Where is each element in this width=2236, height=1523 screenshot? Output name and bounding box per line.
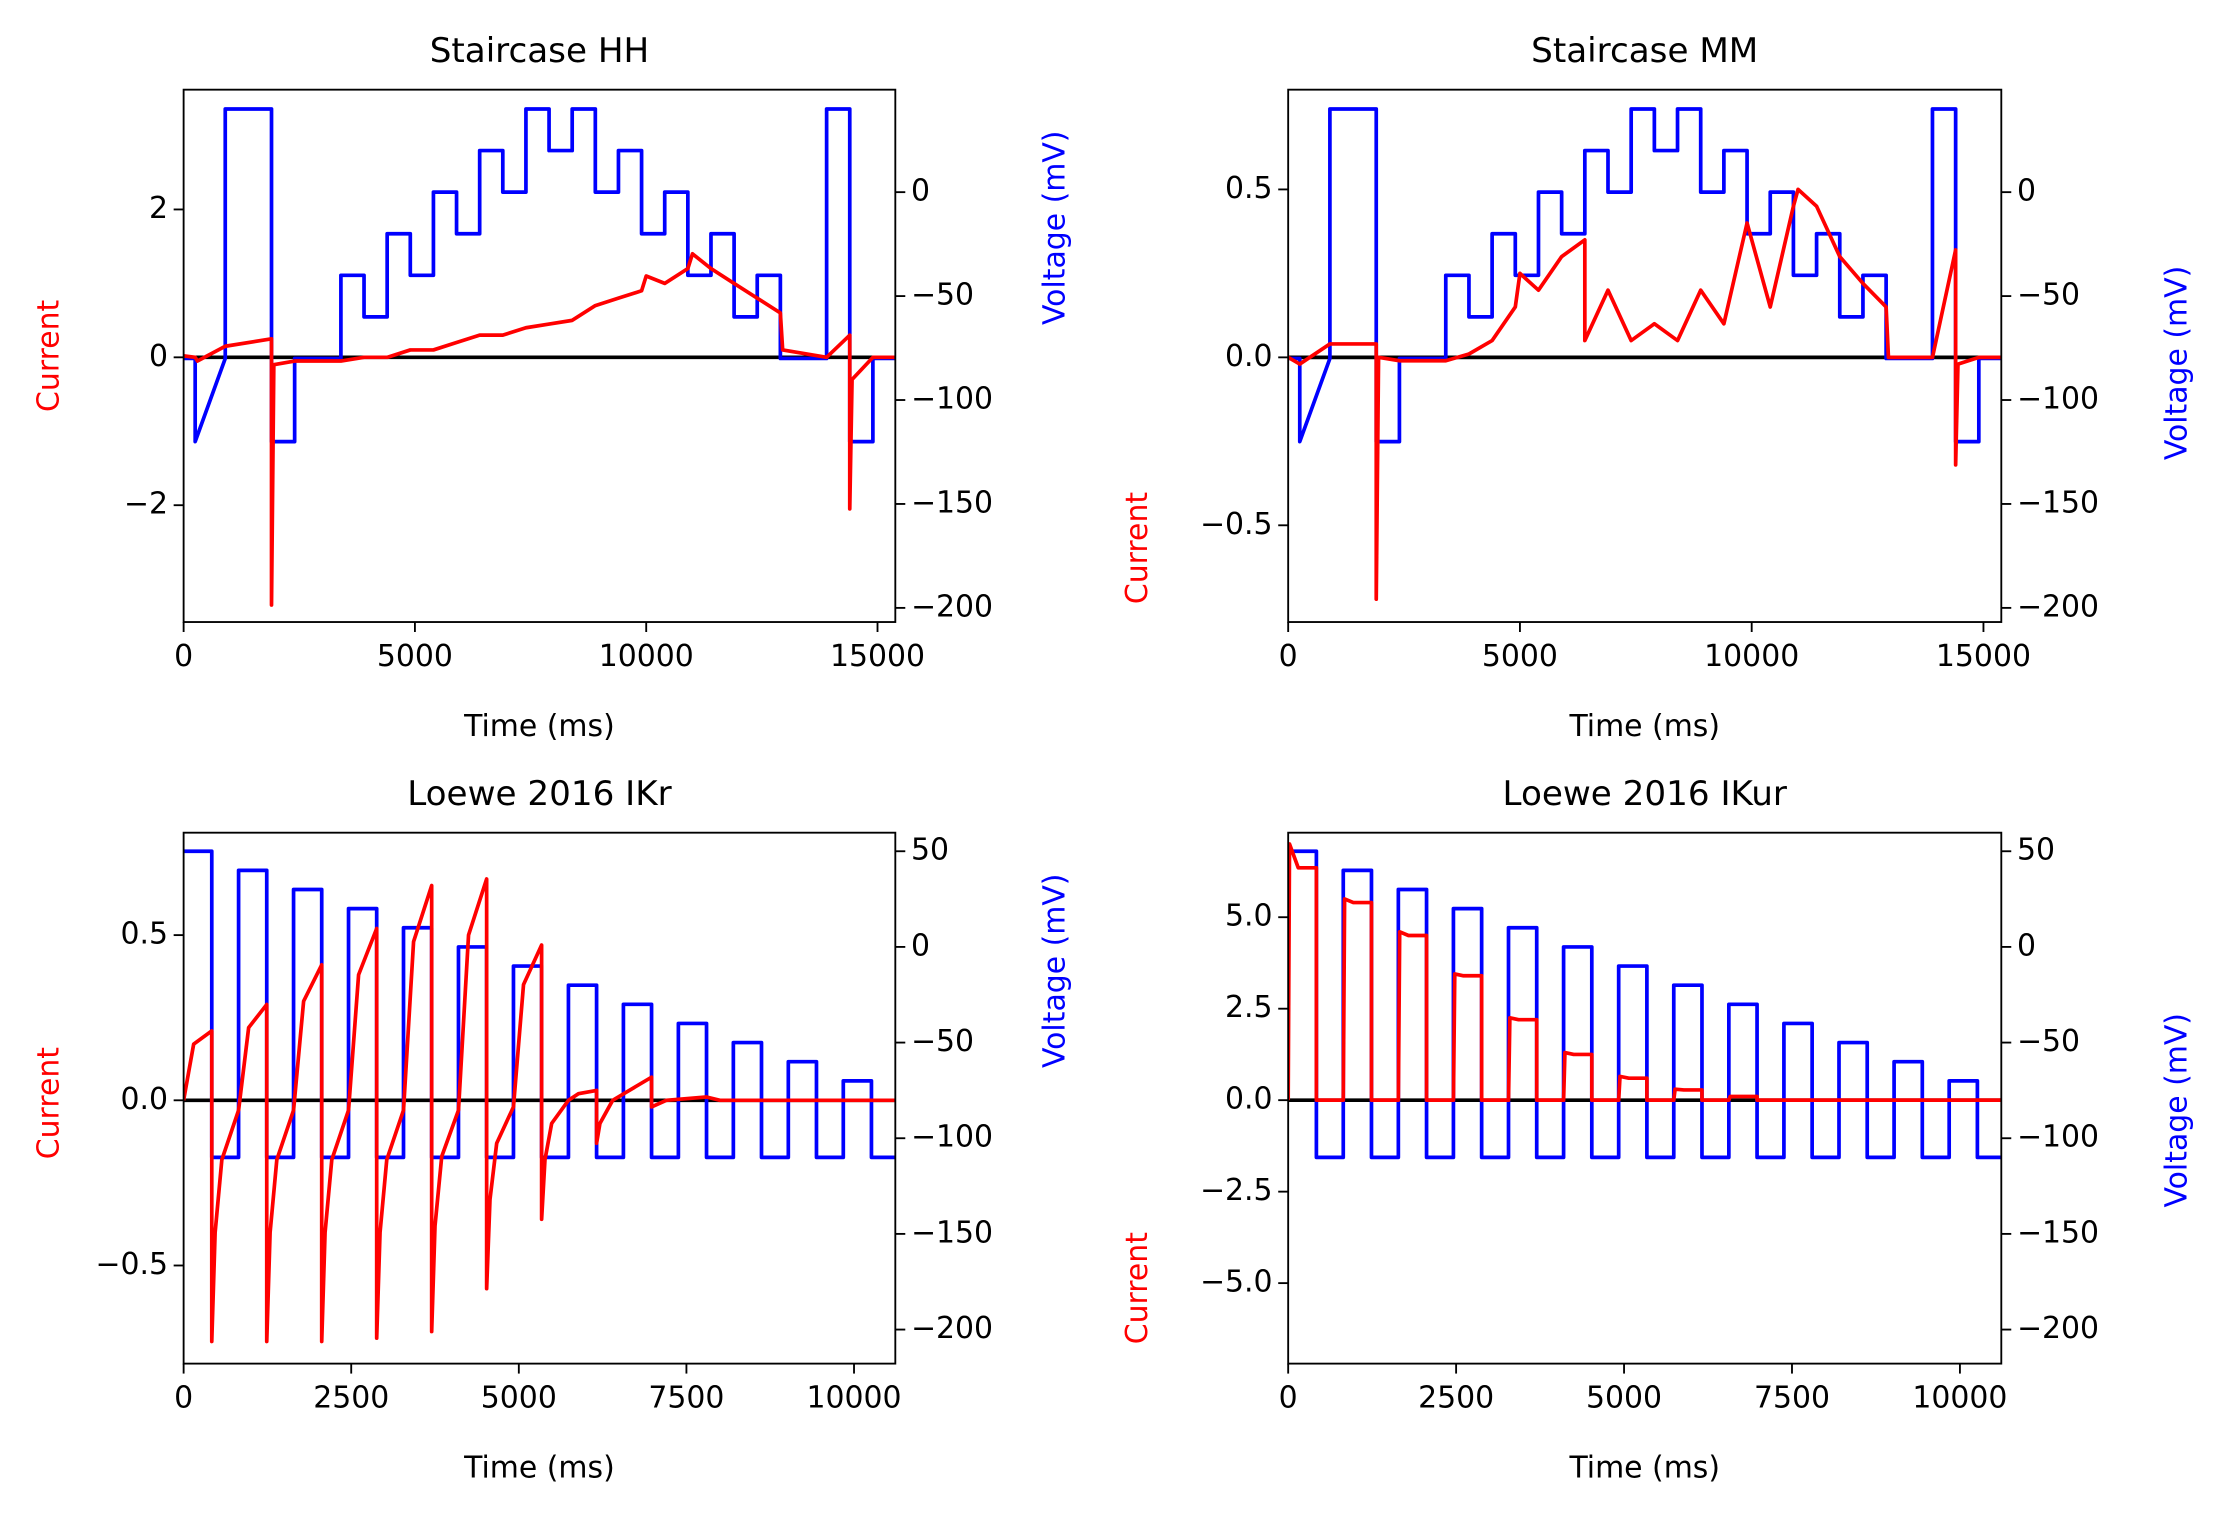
- x-axis-label: Time (ms): [463, 709, 615, 744]
- chart-title: Loewe 2016 IKr: [407, 774, 672, 814]
- y2-axis-label: Voltage (mV): [2159, 1013, 2194, 1207]
- series-line: [183, 877, 896, 1344]
- y-tick-label: 2.5: [1225, 990, 1273, 1025]
- subplot: 0 2500 5000 7500 10000 −0.5 0.0 0.5 −200 −150 −100…: [31, 774, 1072, 1485]
- x-tick-label: 2500: [313, 1381, 389, 1416]
- x-tick-label: 5000: [481, 1381, 557, 1416]
- axes-frame: [182, 831, 897, 1365]
- chart-title: Loewe 2016 IKur: [1503, 774, 1788, 814]
- x-tick-label: 15000: [1936, 639, 2031, 674]
- figure-content: 0 5000 10000 15000−202−200−150−100−500Stair…: [31, 31, 2194, 1485]
- y-tick-label: 0.5: [120, 917, 168, 952]
- y2-axis-label: Voltage (mV): [1038, 131, 1073, 325]
- x-tick-label: 10000: [599, 639, 694, 674]
- x-tick-label: 0: [1279, 1381, 1298, 1416]
- y2-tick-label: −150: [2017, 485, 2099, 520]
- y-tick-label: −5.0: [1200, 1265, 1273, 1300]
- y-tick-label: 0.0: [1225, 1082, 1273, 1117]
- y-tick-label: 0.0: [1225, 339, 1273, 374]
- y2-tick-label: 50: [2017, 833, 2055, 868]
- x-tick-label: 5000: [1586, 1381, 1662, 1416]
- x-tick-label: 10000: [1704, 639, 1799, 674]
- y2-tick-label: −150: [911, 1215, 993, 1250]
- y2-tick-label: −100: [911, 1120, 993, 1155]
- y2-tick-label: −200: [2017, 1311, 2099, 1346]
- y-axis-label: Current: [1120, 492, 1155, 604]
- x-tick-label: 10000: [1912, 1381, 2007, 1416]
- plot-area: [183, 849, 896, 1344]
- y2-tick-label: −200: [911, 589, 993, 624]
- y-axis-label: Current: [31, 300, 66, 412]
- y2-tick-label: −100: [2017, 1120, 2099, 1155]
- x-tick-label: 0: [174, 1381, 193, 1416]
- axes-frame: [182, 88, 897, 623]
- y-tick-label: 2: [149, 191, 168, 226]
- chart-title: Staircase HH: [430, 31, 650, 71]
- subplot: 0 2500 5000 7500 10000 −5.0 −2.5 0.0 2.5 5.0 −200 −…: [1120, 774, 2194, 1485]
- y2-tick-label: 50: [911, 833, 949, 868]
- y-axis-label: Current: [1120, 1232, 1155, 1344]
- y-tick-label: −0.5: [95, 1247, 168, 1282]
- series-line: [183, 251, 896, 607]
- y2-tick-label: −50: [2017, 1024, 2080, 1059]
- chart-title: Staircase MM: [1531, 31, 1758, 71]
- y-tick-label: 0.0: [120, 1082, 168, 1117]
- x-tick-label: 15000: [830, 639, 925, 674]
- y-tick-label: 0: [149, 339, 168, 374]
- subplot: 0 5000 10000 15000 −2 0 2 −200 −150 −100 −50 0 Stair…: [31, 31, 1072, 744]
- y2-tick-label: −50: [911, 1024, 974, 1059]
- y2-tick-label: −150: [2017, 1215, 2099, 1250]
- y-tick-label: −0.5: [1200, 507, 1273, 542]
- x-axis-label: Time (ms): [1568, 709, 1720, 744]
- x-axis-label: Time (ms): [1568, 1450, 1720, 1485]
- y2-tick-label: 0: [2017, 174, 2036, 209]
- series-line: [183, 107, 896, 444]
- y-tick-label: 0.5: [1225, 171, 1273, 206]
- y-tick-label: −2.5: [1200, 1173, 1273, 1208]
- y2-axis-label: Voltage (mV): [2159, 266, 2194, 460]
- axes-frame: [1287, 88, 2003, 623]
- x-tick-label: 10000: [806, 1381, 901, 1416]
- y2-tick-label: −200: [911, 1311, 993, 1346]
- plot-area: [183, 107, 896, 607]
- y2-tick-label: 0: [2017, 928, 2036, 963]
- y-axis-label: Current: [31, 1047, 66, 1159]
- y2-axis-label: Voltage (mV): [1038, 874, 1073, 1068]
- y2-tick-label: −200: [2017, 589, 2099, 624]
- y2-tick-label: 0: [911, 174, 930, 209]
- plot-area: [1288, 842, 2002, 1160]
- y-tick-label: −2: [124, 487, 168, 522]
- x-tick-label: 5000: [377, 639, 453, 674]
- series-line: [1288, 842, 2002, 1103]
- y2-tick-label: −50: [2017, 278, 2080, 313]
- series-line: [1288, 187, 2002, 602]
- plot-area: [1288, 107, 2002, 602]
- x-tick-label: 7500: [648, 1381, 724, 1416]
- y2-tick-label: −100: [911, 382, 993, 417]
- x-tick-label: 0: [174, 639, 193, 674]
- x-tick-label: 5000: [1482, 639, 1558, 674]
- y-tick-label: 5.0: [1225, 899, 1273, 934]
- subplot: 0 5000 10000 15000 −0.5 0.0 0.5 −200 −150 −100 −50…: [1120, 31, 2194, 744]
- x-tick-label: 2500: [1418, 1381, 1494, 1416]
- x-tick-label: 7500: [1754, 1381, 1830, 1416]
- y2-tick-label: −100: [2017, 382, 2099, 417]
- axes-frame: [1287, 831, 2003, 1365]
- y2-tick-label: 0: [911, 928, 930, 963]
- x-axis-label: Time (ms): [463, 1450, 615, 1485]
- x-tick-label: 0: [1279, 639, 1298, 674]
- series-line: [1288, 849, 2002, 1160]
- y2-tick-label: −50: [911, 278, 974, 313]
- y2-tick-label: −150: [911, 485, 993, 520]
